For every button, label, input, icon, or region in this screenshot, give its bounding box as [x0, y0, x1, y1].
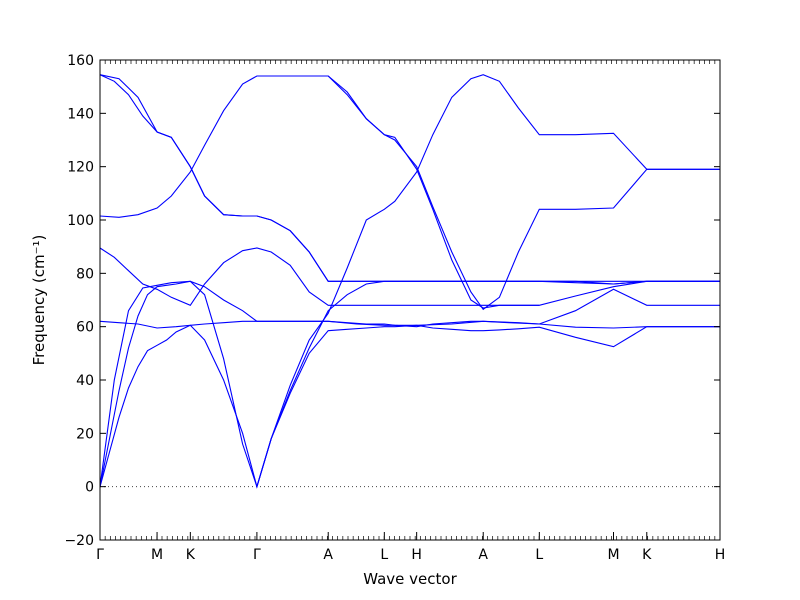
kpoint-label: M: [607, 547, 619, 563]
y-tick-label: 40: [76, 373, 94, 389]
kpoint-label: H: [715, 547, 726, 563]
kpoint-label: L: [535, 547, 543, 563]
y-tick-label: 60: [76, 320, 94, 336]
plot-frame: [99, 59, 721, 541]
y-tick-label: 100: [67, 213, 94, 229]
kpoint-label: K: [642, 547, 652, 563]
x-axis-label: Wave vector: [363, 570, 457, 588]
kpoint-label: M: [151, 547, 163, 563]
band-line-6: [99, 75, 720, 311]
band-line-3: [99, 288, 720, 329]
band-line-8: [99, 74, 720, 282]
bands-layer: [99, 74, 720, 489]
y-tick-label: 120: [67, 160, 94, 176]
y-tick-labels: −20 0 20 40 60 80 100 120 140 160: [64, 53, 94, 549]
y-tick-label: 160: [67, 53, 94, 69]
kpoint-label: L: [380, 547, 388, 563]
kpoint-label: K: [186, 547, 196, 563]
y-tick-label: 0: [85, 480, 94, 496]
kpoint-label: Γ: [253, 547, 261, 563]
y-tick-label: 80: [76, 266, 94, 282]
y-tick-label: −20: [64, 533, 94, 549]
kpoint-label: A: [323, 547, 333, 563]
kpoint-label: A: [478, 547, 488, 563]
kpoint-label: H: [411, 547, 422, 563]
band-line-2: [99, 324, 720, 489]
y-tick-label: 20: [76, 426, 94, 442]
y-tick-label: 140: [67, 106, 94, 122]
band-line-10: [327, 75, 540, 309]
y-axis-label: Frequency (cm⁻¹): [30, 235, 48, 366]
kpoint-label: Γ: [96, 547, 104, 563]
plot-background: [100, 60, 720, 540]
band-line-9: [256, 74, 720, 487]
